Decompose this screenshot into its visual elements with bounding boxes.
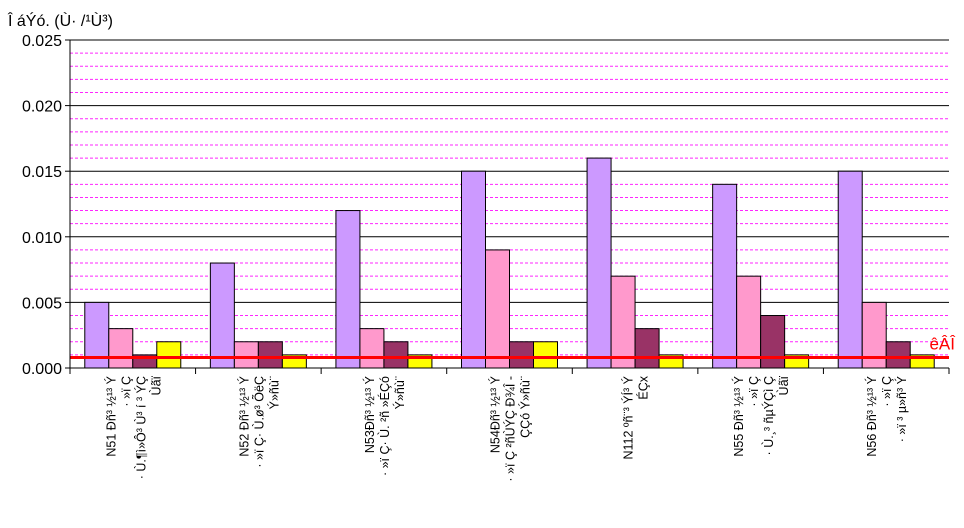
category-label-line: N112 ºñ¨³ ÝÍ³ Ý — [621, 375, 636, 459]
category-label-line: Ùãï — [148, 375, 163, 395]
category-label-line: · »ï Ç· Ù. ²ñ »ÉÇó — [377, 376, 392, 476]
bar-series-2-cat-2 — [233, 341, 259, 369]
bar-series-3-cat-2 — [257, 341, 283, 369]
category-label-line: N53Ðñ³ ½¹³ Ý — [362, 375, 377, 453]
category-label-line: N56 Ðñ³ ½¹³ Ý — [864, 375, 879, 456]
category-label-line: Ý»ñù¨ — [392, 376, 407, 409]
y-tick-labels: 0.000 0.005 0.010 0.015 0.020 0.025 — [22, 33, 62, 378]
category-label-5: N112 ºñ¨³ ÝÍ³ Ý ÉÇx — [621, 375, 651, 459]
category-labels: N51 Ðñ³ ½¹³ Ý · »ï Ç · Ù.¶ì»Ô³ Ù³ í ³ ÝÇ Ùã… — [103, 375, 909, 481]
category-label-line: N51 Ðñ³ ½¹³ Ý — [103, 375, 118, 456]
category-label-line: · »ï Ç ²ñÙÝÇ Ð¾Î - — [503, 376, 518, 482]
bar-series-2-cat-6 — [736, 275, 762, 369]
category-label-line: Ý»ñù¨ — [266, 376, 281, 409]
category-label-line: · »ï Ç — [880, 376, 894, 407]
y-tick-label: 0.000 — [22, 361, 62, 378]
category-label-3: N53Ðñ³ ½¹³ Ý · »ï Ç· Ù. ²ñ »ÉÇó Ý»ñù¨ — [362, 375, 407, 476]
bar-series-1-cat-5 — [586, 157, 612, 369]
category-label-line: · »ï Ç — [119, 376, 133, 407]
bar-series-1-cat-6 — [712, 183, 738, 369]
bar-series-3-cat-5 — [634, 328, 660, 369]
y-tick-label: 0.020 — [22, 99, 62, 116]
bar-series-3-cat-6 — [760, 315, 786, 369]
category-label-6: N55 Ðñ³ ½¹³ Ý · »ï Ç · Ù.¸³ ñµÝÇì Ç Ùãï — [731, 375, 791, 456]
bar-series-2-cat-1 — [108, 328, 134, 369]
bar-series-2-cat-4 — [485, 249, 510, 369]
y-axis-label: Î áÝó. (Ù· /¹Ù³) — [7, 11, 113, 30]
category-label-4: N54Ðñ³ ½¹³ Ý · »ï Ç ²ñÙÝÇ Ð¾Î - ÇÇó Ý»ñù¨ — [488, 375, 533, 481]
bar-series-3-cat-3 — [383, 341, 409, 369]
y-tick-label: 0.010 — [22, 230, 62, 247]
category-label-line: · »ï ³ µ»ñ³ Ý — [894, 375, 909, 442]
category-label-line: N54Ðñ³ ½¹³ Ý — [488, 375, 503, 453]
category-label-line: ÉÇx — [636, 375, 651, 399]
bar-series-3-cat-4 — [509, 341, 534, 369]
category-label-line: · »ï Ç — [747, 376, 761, 407]
category-label-2: N52 Ðñ³ ½¹³ Ý · »ï Ç· Ù.ø³ ÕëÇ Ý»ñù¨ — [236, 375, 281, 467]
bar-series-1-cat-4 — [461, 170, 486, 369]
category-label-line: · »ï Ç· Ù.ø³ ÕëÇ — [251, 376, 266, 468]
category-label-line: ÇÇó Ý»ñù¨ — [518, 376, 533, 438]
category-label-7: N56 Ðñ³ ½¹³ Ý · »ï Ç · »ï ³ µ»ñ³ Ý — [864, 375, 909, 456]
axes — [65, 39, 950, 374]
category-label-line: N52 Ðñ³ ½¹³ Ý — [236, 375, 251, 456]
category-label-line: Ùãï — [776, 375, 791, 395]
bar-series-1-cat-3 — [335, 210, 361, 369]
bar-series-1-cat-7 — [837, 170, 863, 369]
category-label-line: · Ù.¸³ ñµÝÇì Ç — [761, 376, 776, 455]
category-label-line: · Ù.¶ì»Ô³ Ù³ í ³ ÝÇ — [133, 376, 148, 479]
reference-line-group: êÂÎ — [70, 335, 956, 360]
bar-series-4-cat-1 — [156, 341, 182, 369]
bar-series-2-cat-5 — [610, 275, 636, 369]
bars — [84, 157, 935, 369]
category-label-line: N55 Ðñ³ ½¹³ Ý — [731, 375, 746, 456]
reference-line-label: êÂÎ — [929, 335, 956, 354]
bar-series-1-cat-2 — [209, 262, 235, 369]
y-tick-label: 0.005 — [22, 295, 62, 312]
y-tick-label: 0.015 — [22, 164, 62, 181]
bar-series-4-cat-4 — [533, 341, 558, 369]
y-tick-label: 0.025 — [22, 33, 62, 50]
bar-series-3-cat-7 — [885, 341, 911, 369]
category-label-1: N51 Ðñ³ ½¹³ Ý · »ï Ç · Ù.¶ì»Ô³ Ù³ í ³ ÝÇ Ùã… — [103, 375, 163, 479]
bar-series-2-cat-3 — [359, 328, 385, 369]
